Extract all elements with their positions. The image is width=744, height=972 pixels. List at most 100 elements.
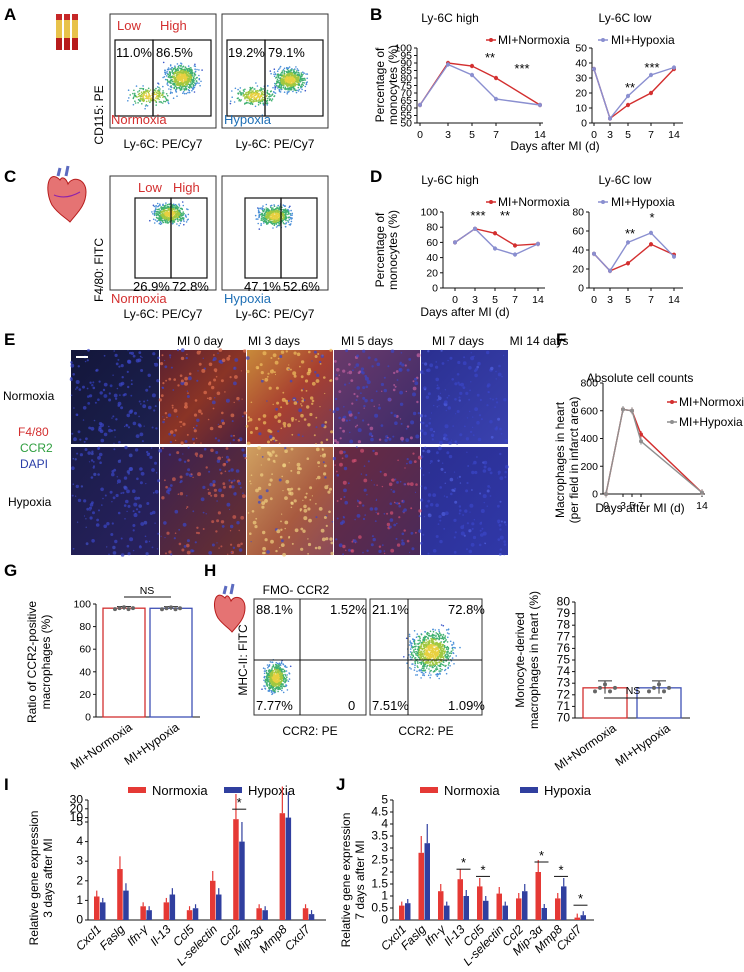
- dot: [288, 72, 290, 75]
- cell: [381, 390, 383, 392]
- cell: [496, 401, 499, 404]
- dot: [164, 221, 167, 223]
- dot: [299, 79, 301, 82]
- dot: [284, 675, 287, 677]
- cell: [102, 497, 104, 500]
- cell: [199, 454, 204, 458]
- cell: [138, 504, 142, 508]
- dot: [276, 209, 279, 211]
- cell: [235, 469, 240, 473]
- dot: [240, 93, 243, 96]
- cell: [293, 351, 297, 355]
- cell: [499, 427, 502, 431]
- cell: [76, 414, 79, 416]
- cell: [212, 358, 215, 362]
- cell: [287, 399, 290, 402]
- cell: [230, 524, 234, 529]
- cell: [240, 542, 243, 546]
- cell: [462, 361, 467, 366]
- dot: [233, 101, 236, 103]
- cell: [399, 480, 402, 483]
- cell: [164, 479, 166, 482]
- data-point: [592, 67, 596, 71]
- dot: [257, 95, 259, 97]
- dot: [244, 102, 246, 105]
- dot: [186, 85, 188, 87]
- cell: [229, 376, 232, 379]
- cell: [388, 525, 392, 529]
- y-tick-label: 50: [575, 43, 587, 55]
- cell: [171, 406, 174, 409]
- dot: [158, 98, 160, 101]
- dot: [157, 214, 159, 216]
- cell: [234, 358, 239, 362]
- dot: [159, 219, 162, 221]
- cell: [499, 548, 503, 551]
- cell: [353, 458, 357, 463]
- dot: [297, 76, 300, 79]
- dot: [262, 205, 264, 207]
- dot: [180, 217, 183, 220]
- dot: [276, 81, 279, 84]
- cell: [180, 348, 185, 353]
- dot: [281, 78, 284, 80]
- dot: [183, 223, 185, 226]
- cell: [444, 424, 449, 429]
- cell: [487, 467, 492, 472]
- cell: [329, 409, 332, 411]
- dot: [194, 83, 197, 86]
- dot: [178, 205, 181, 207]
- dot: [300, 73, 303, 76]
- stain-ccr2: CCR2: [20, 441, 53, 455]
- cell: [169, 440, 173, 444]
- cell: [478, 414, 482, 417]
- cell: [479, 529, 482, 532]
- dot: [266, 682, 268, 685]
- cell: [123, 504, 127, 507]
- cell: [207, 491, 211, 495]
- x-tick-label: 3: [607, 129, 613, 141]
- cell: [284, 399, 288, 403]
- cell: [277, 357, 280, 360]
- dot: [253, 94, 255, 97]
- dot: [284, 86, 287, 89]
- panel-letter-d: D: [370, 167, 382, 186]
- col-mi-14: MI 14 days: [510, 334, 569, 348]
- cell: [129, 537, 134, 542]
- cell: [216, 500, 218, 502]
- dot: [301, 85, 303, 88]
- cell: [392, 388, 396, 392]
- data-point: [493, 246, 497, 251]
- cell: [293, 398, 295, 401]
- cell: [497, 372, 502, 377]
- cell: [221, 421, 225, 425]
- dot: [266, 664, 269, 666]
- cell: [239, 486, 242, 489]
- y-tick-label: 800: [580, 378, 598, 390]
- dot: [152, 213, 154, 215]
- cell: [247, 512, 250, 514]
- dot: [171, 222, 174, 225]
- dot: [288, 216, 290, 218]
- cell: [468, 549, 473, 554]
- cell: [232, 438, 235, 442]
- cell: [291, 433, 294, 436]
- cell: [466, 451, 468, 453]
- cell: [400, 436, 404, 441]
- cell: [156, 548, 158, 550]
- cell: [134, 411, 137, 415]
- dot: [254, 105, 257, 108]
- dot: [279, 65, 282, 68]
- dot: [170, 86, 172, 88]
- cell: [113, 468, 117, 472]
- cell: [238, 548, 243, 552]
- dot: [300, 72, 303, 74]
- dot: [286, 71, 288, 74]
- cell: [497, 538, 501, 541]
- cell: [231, 420, 234, 423]
- cell: [222, 463, 226, 467]
- cell: [301, 397, 303, 399]
- dot: [176, 223, 178, 225]
- data-point: [493, 231, 497, 236]
- cell: [300, 527, 304, 531]
